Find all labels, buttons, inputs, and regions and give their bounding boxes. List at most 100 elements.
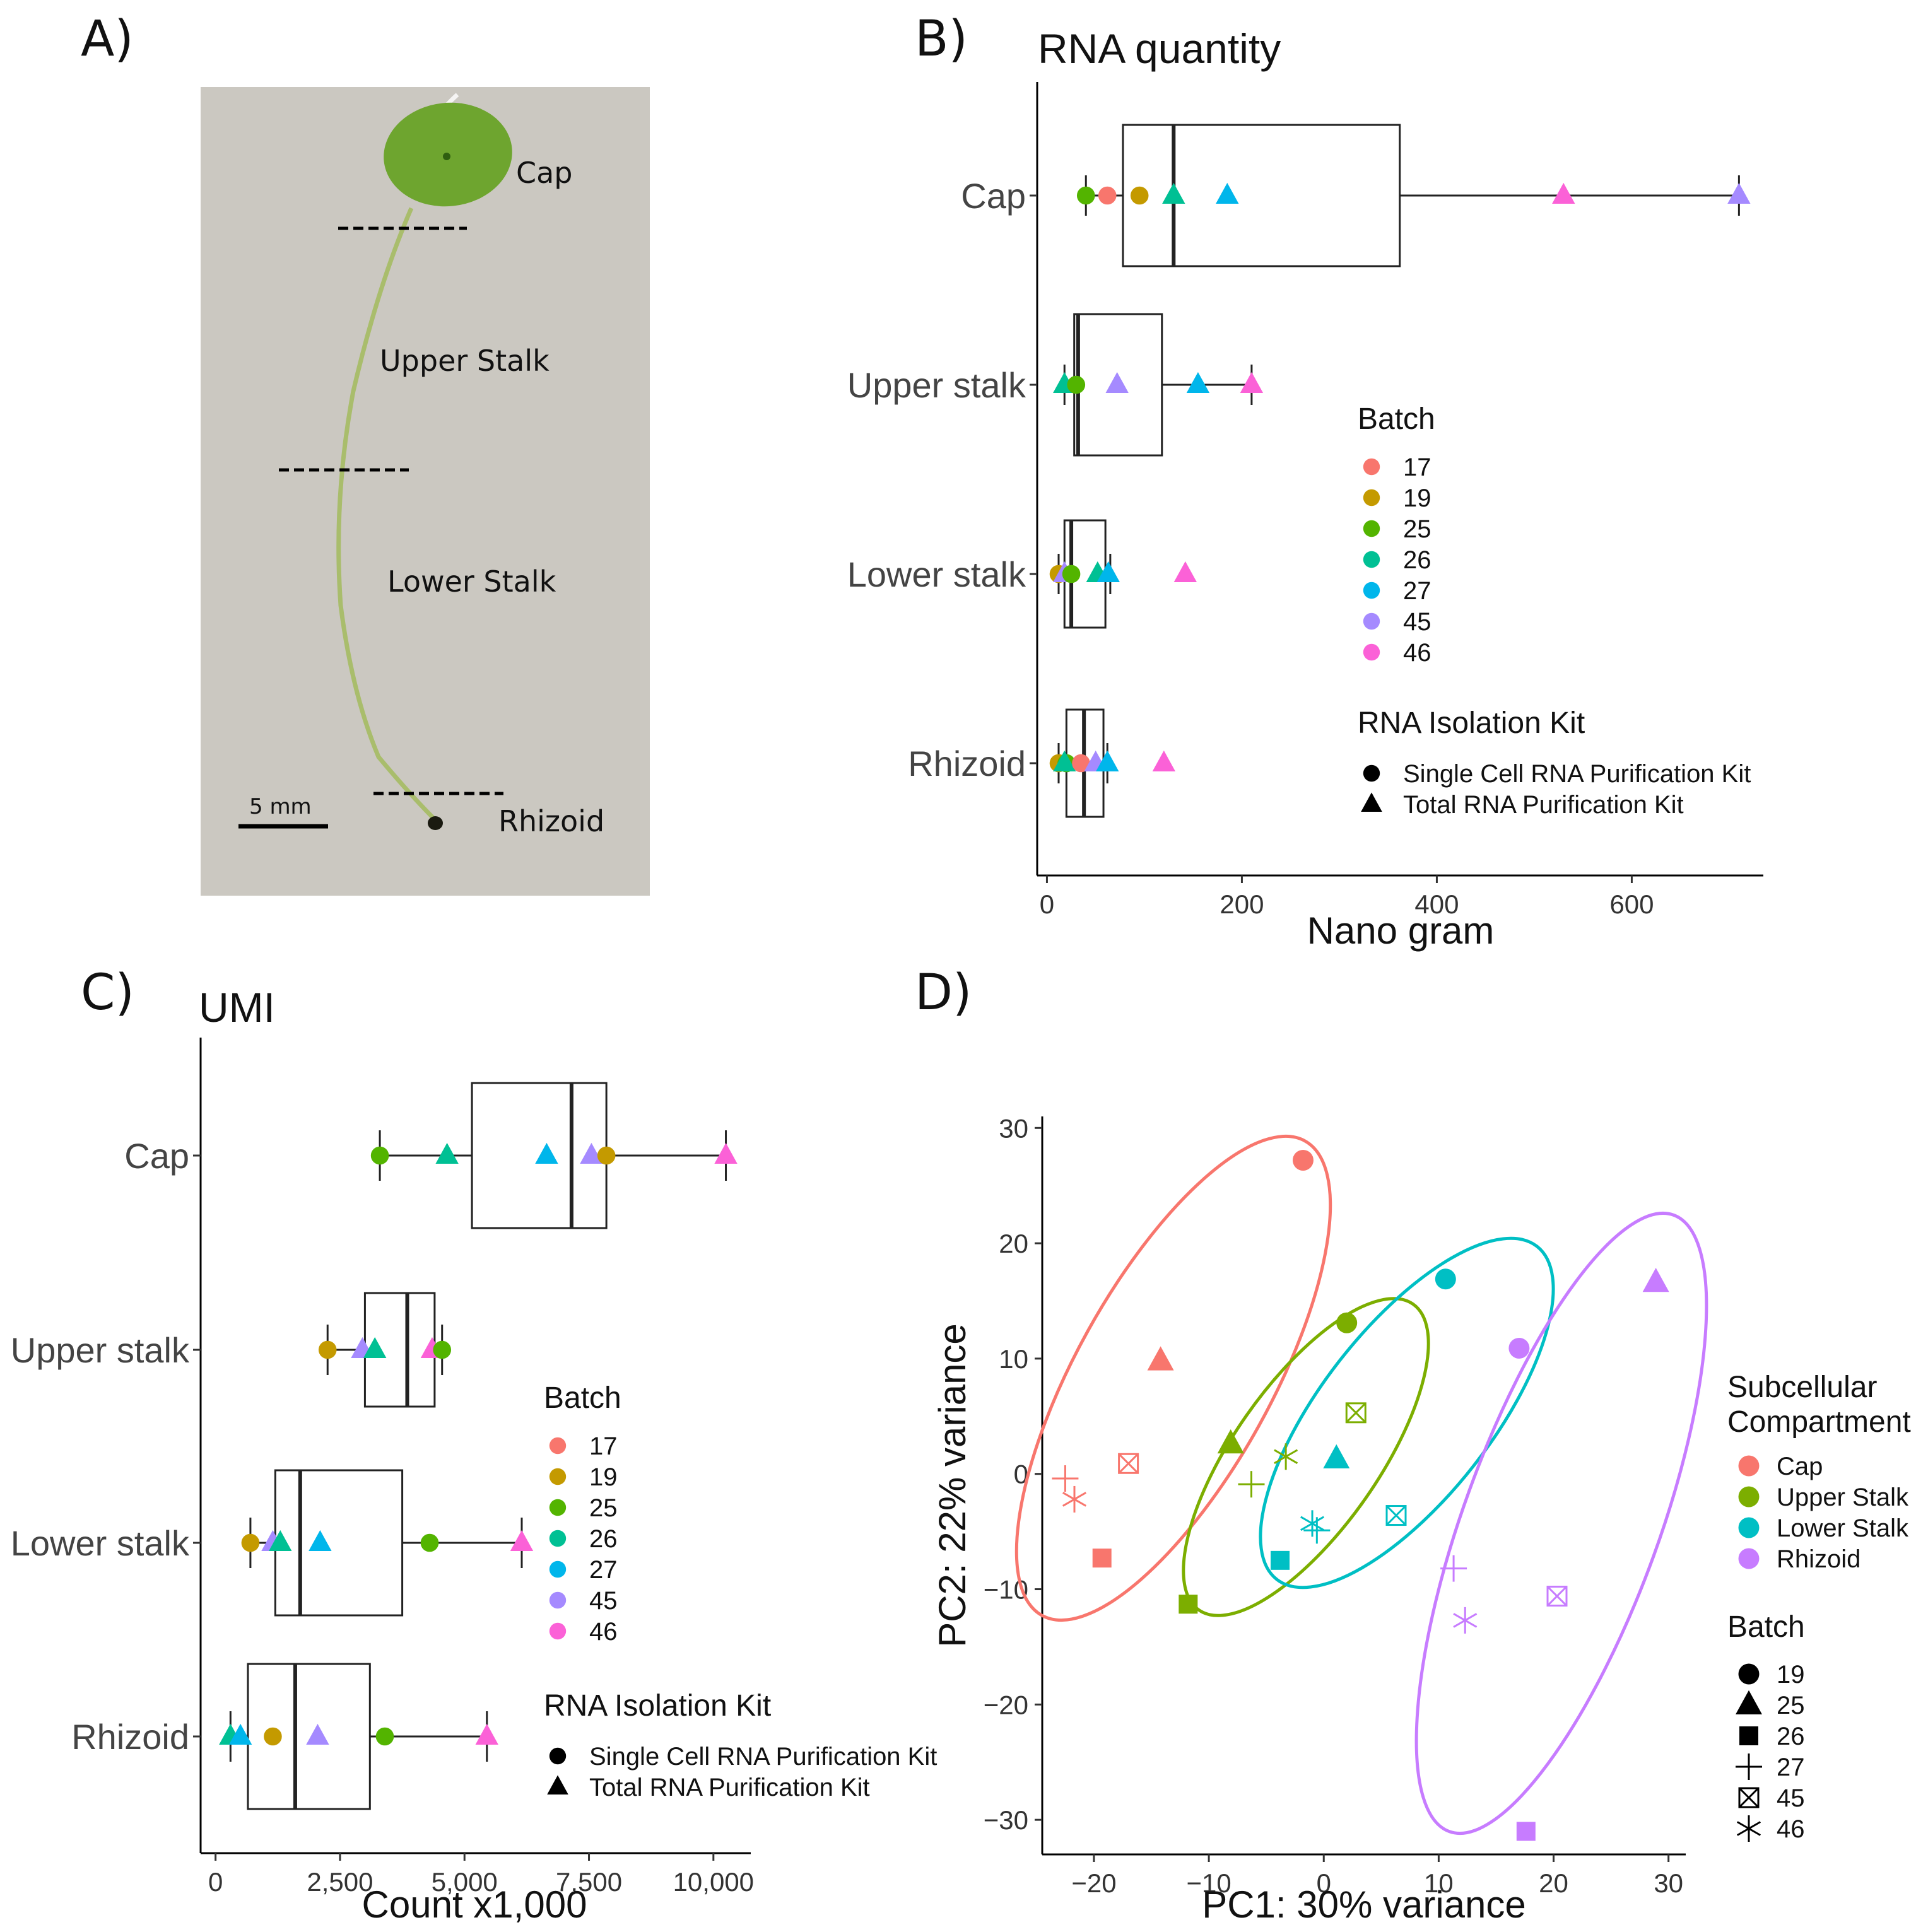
- point-umi-lower-stalk-27: [309, 1530, 332, 1551]
- point-umi-cap-26: [435, 1142, 459, 1164]
- legend-batch-key-45: [1363, 612, 1380, 630]
- legend-pca-batch-label-46: 46: [1777, 1815, 1805, 1843]
- x-tick-label-pca-2: 0: [1317, 1868, 1331, 1898]
- legend-kit-label-circle: Single Cell RNA Purification Kit: [1403, 760, 1751, 788]
- legend-kit-title: RNA Isolation Kit: [544, 1689, 771, 1723]
- category-label-umi-lower-stalk: Lower stalk: [11, 1523, 190, 1563]
- legend-pca-batch-label-45: 45: [1777, 1784, 1805, 1812]
- legend-pca-batch-key-46-d2: [1736, 1821, 1761, 1836]
- y-tick-label-pca-5: 20: [999, 1229, 1028, 1258]
- legend-kit-key-triangle: [1361, 792, 1382, 812]
- point-pca-upper-stalk-25: [1217, 1429, 1244, 1454]
- legend-batch-key-17: [549, 1437, 567, 1455]
- legend-batch-label-26: 26: [1403, 546, 1431, 574]
- box-umi-cap: [471, 1082, 608, 1229]
- legend-kit-label-triangle: Total RNA Purification Kit: [1403, 791, 1684, 819]
- panel-letter-d: D): [915, 964, 972, 1021]
- legend-compartment-label-rhizoid: Rhizoid: [1777, 1545, 1860, 1573]
- legend-compartment-label-cap: Cap: [1777, 1453, 1823, 1480]
- legend-batch-key-17: [1363, 458, 1380, 476]
- legend-batch-label-25: 25: [589, 1494, 618, 1522]
- point-rna-lower-stalk-46: [1173, 561, 1197, 582]
- photo-label-upper-stalk: Upper Stalk: [380, 344, 550, 378]
- legend-batch-key-46: [549, 1622, 567, 1640]
- point-umi-cap-27: [535, 1142, 558, 1164]
- x-tick-label-pca-4: 20: [1539, 1868, 1568, 1898]
- point-pca-cap-19: [1292, 1149, 1314, 1171]
- y-tick-label-pca-0: −30: [984, 1805, 1028, 1835]
- point-pca-cap-27: [1052, 1465, 1079, 1492]
- box-rna-cap: [1122, 124, 1401, 267]
- point-pca-rhizoid-25: [1642, 1268, 1669, 1292]
- point-umi-rhizoid-27: [228, 1723, 252, 1745]
- point-pca-upper-stalk-26: [1179, 1595, 1198, 1614]
- y-axis-label-pca: PC2: 22% variance: [931, 1323, 973, 1648]
- legend-pca-batch-key-45-d2: [1738, 1787, 1760, 1808]
- x-tick-label-umi-3: 7,500: [556, 1867, 622, 1897]
- scale-bar-label: 5 mm: [249, 794, 312, 819]
- photo-background: [201, 87, 650, 896]
- box-umi-lower-stalk: [274, 1469, 404, 1617]
- legend-pca-batch-key-19: [1738, 1663, 1760, 1685]
- legend-batch-label-17: 17: [1403, 454, 1431, 481]
- point-umi-cap-25: [370, 1146, 389, 1165]
- point-pca-cap-46-d2: [1062, 1492, 1087, 1507]
- legend-rna: Batch 17 19 25 26 27 45 46 RNA Isolation Kit Sing…: [1358, 402, 1751, 819]
- legend-pca-batch-key-45-box: [1738, 1787, 1760, 1808]
- point-umi-upper-stalk-26: [363, 1337, 387, 1358]
- point-umi-rhizoid-25: [375, 1727, 394, 1746]
- legend-pca-batch-key-45: [1738, 1787, 1760, 1808]
- point-pca-upper-stalk-45-d2: [1346, 1402, 1367, 1423]
- plot-area-umi: 0 2,500 5,000 7,500 10,000 Cap Upper stalk Lowe…: [11, 1082, 754, 1897]
- panel-b: B) RNA quantity 0 200 400 600 Cap Upper stalk…: [847, 11, 1763, 952]
- panel-letter-c: C): [81, 964, 134, 1021]
- legend-batch-label-27: 27: [1403, 577, 1431, 605]
- panel-a: A) Cap Upper Stalk Lower Stalk Rhizoid 5…: [81, 11, 650, 896]
- point-pca-lower-stalk-45-box: [1385, 1505, 1407, 1526]
- x-tick-label-rna-0: 0: [1040, 889, 1054, 919]
- legend-batch-key-19: [1363, 489, 1380, 506]
- ellipse-upper-stalk: [1182, 1297, 1430, 1617]
- category-label-rna-upper-stalk: Upper stalk: [847, 365, 1026, 405]
- point-umi-upper-stalk-25: [433, 1340, 452, 1359]
- legend-batch-label-45: 45: [1403, 608, 1431, 636]
- point-umi-lower-stalk-19: [241, 1533, 260, 1552]
- point-pca-cap-25: [1147, 1346, 1174, 1371]
- point-pca-lower-stalk-46: [1300, 1510, 1325, 1537]
- point-rna-cap-26: [1162, 182, 1185, 204]
- legend-batch-key-26: [1363, 551, 1380, 568]
- legend-kit-title: RNA Isolation Kit: [1358, 706, 1585, 740]
- legend-compartment-label-lower-stalk: Lower Stalk: [1777, 1514, 1909, 1542]
- point-rna-lower-stalk-27: [1096, 561, 1120, 582]
- category-label-umi-cap: Cap: [124, 1136, 189, 1176]
- legend-batch-key-26: [549, 1530, 567, 1547]
- point-pca-cap-45-box: [1118, 1453, 1139, 1474]
- point-umi-upper-stalk-19: [318, 1340, 337, 1359]
- legend-kit-label-circle: Single Cell RNA Purification Kit: [589, 1743, 937, 1771]
- point-pca-cap-45-d2: [1118, 1453, 1139, 1474]
- point-pca-lower-stalk-19: [1435, 1268, 1456, 1290]
- legend-pca-batch-label-25: 25: [1777, 1692, 1805, 1719]
- point-umi-lower-stalk-46: [510, 1530, 534, 1551]
- category-label-rna-rhizoid: Rhizoid: [908, 744, 1026, 783]
- x-tick-label-umi-2: 5,000: [432, 1867, 498, 1897]
- point-rna-rhizoid-46: [1152, 750, 1176, 771]
- y-tick-label-pca-1: −20: [984, 1690, 1028, 1719]
- point-pca-upper-stalk-46-d2: [1274, 1449, 1298, 1465]
- x-tick-label-pca-0: −20: [1071, 1868, 1116, 1898]
- point-pca-rhizoid-26: [1516, 1822, 1536, 1841]
- point-rna-upper-stalk-27: [1186, 372, 1210, 393]
- point-pca-cap-45: [1118, 1453, 1139, 1474]
- panel-letter-a: A): [81, 11, 134, 67]
- cap-center: [443, 153, 450, 160]
- plot-area-rna: 0 200 400 600 Cap Upper stalk Lower stalk Rhizo…: [847, 124, 1751, 919]
- legend-compartment-title-1: Subcellular: [1727, 1371, 1877, 1404]
- x-axis-label-umi: Count x1,000: [362, 1883, 587, 1926]
- point-rna-rhizoid-27: [1096, 750, 1119, 771]
- legend-batch-label-26: 26: [589, 1525, 618, 1553]
- point-umi-cap-46: [714, 1142, 738, 1164]
